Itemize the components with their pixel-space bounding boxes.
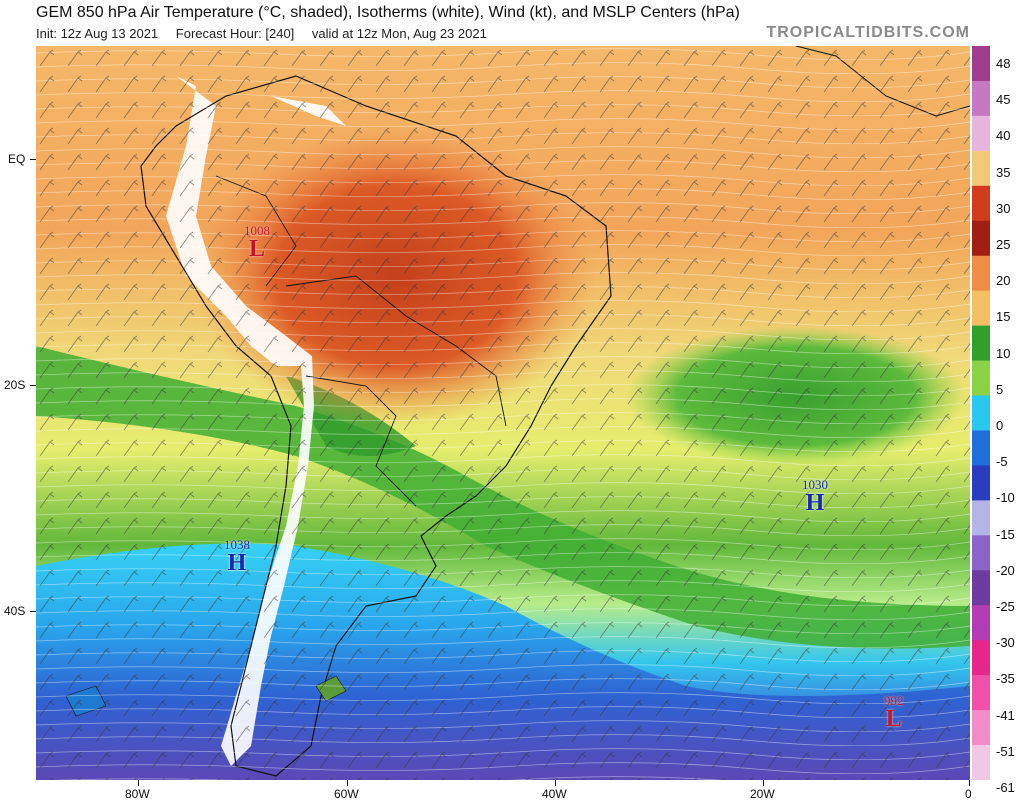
high-symbol: H xyxy=(227,550,247,576)
pressure-value: 1008 xyxy=(244,223,270,238)
colorbar-segment xyxy=(972,570,990,606)
low-pressure-center: 992 L xyxy=(884,694,904,731)
colorbar-segment xyxy=(972,115,990,152)
colorbar-label: -41 xyxy=(996,707,1015,723)
colorbar-segment xyxy=(972,395,990,431)
colorbar-label: -25 xyxy=(996,599,1015,614)
colorbar-label: 48 xyxy=(996,56,1011,71)
colorbar-segment xyxy=(972,185,990,222)
colorbar-label: -5 xyxy=(996,454,1008,470)
colorbar-label: -15 xyxy=(996,526,1015,542)
colorbar-segment xyxy=(972,500,990,536)
colorbar-label: -61 xyxy=(996,780,1015,795)
low-symbol: L xyxy=(248,236,265,262)
lat-tick xyxy=(30,385,36,386)
lon-tick xyxy=(969,780,970,786)
colorbar-label: 35 xyxy=(996,164,1011,180)
init-time: Init: 12z Aug 13 2021 xyxy=(36,26,159,41)
lon-label-60w: 60W xyxy=(334,787,359,801)
lon-label-40w: 40W xyxy=(542,787,567,801)
lon-label-80w: 80W xyxy=(125,787,150,801)
colorbar-segment xyxy=(972,430,990,466)
colorbar-label: 25 xyxy=(996,237,1011,252)
colorbar-segment xyxy=(972,745,990,780)
lon-tick xyxy=(138,780,139,786)
colorbar-segment xyxy=(972,46,990,82)
high-pressure-center: 1038 H xyxy=(224,538,250,575)
colorbar-segment xyxy=(972,360,990,397)
lon-tick xyxy=(347,780,348,786)
lon-tick xyxy=(555,780,556,786)
low-pressure-center: 1008 L xyxy=(244,224,270,261)
colorbar-label: 5 xyxy=(996,381,1004,397)
lon-label-0: 0 xyxy=(965,787,972,801)
pressure-value: 992 xyxy=(884,693,904,708)
lat-tick xyxy=(30,159,36,160)
colorbar-segment xyxy=(972,675,990,711)
lat-label-40s: 40S xyxy=(4,604,26,618)
valid-time: valid at 12z Mon, Aug 23 2021 xyxy=(311,26,487,41)
high-symbol: H xyxy=(805,490,825,516)
colorbar-label: -30 xyxy=(996,635,1015,651)
colorbar-segment xyxy=(972,255,990,292)
pressure-value: 1030 xyxy=(802,477,828,492)
colorbar-label: 15 xyxy=(996,309,1011,325)
colorbar-segment xyxy=(972,465,990,501)
colorbar-label: -35 xyxy=(996,671,1015,687)
colorbar-segment xyxy=(972,220,990,257)
chart-title: GEM 850 hPa Air Temperature (°C, shaded)… xyxy=(36,4,740,21)
high-pressure-center: 1030 H xyxy=(802,478,828,515)
colorbar-segment xyxy=(972,80,990,117)
colorbar-segment xyxy=(972,325,990,362)
colorbar-segment xyxy=(972,710,990,746)
run-info: Init: 12z Aug 13 2021 Forecast Hour: [24… xyxy=(36,26,501,41)
colorbar-label: 30 xyxy=(996,200,1011,216)
lat-label-20s: 20S xyxy=(4,378,26,392)
lon-tick xyxy=(763,780,764,786)
colorbar-label: 45 xyxy=(996,92,1011,108)
brand-watermark: TROPICALTIDBITS.COM xyxy=(766,24,970,41)
colorbar-segment xyxy=(972,640,990,676)
colorbar-label: 40 xyxy=(996,128,1011,144)
colorbar-segment xyxy=(972,605,990,641)
lat-tick xyxy=(30,611,36,612)
colorbar-segment xyxy=(972,290,990,327)
colorbar-label: -20 xyxy=(996,562,1015,578)
colorbar-label: -51 xyxy=(996,743,1015,759)
map-canvas xyxy=(36,46,970,780)
forecast-hour: Forecast Hour: [240] xyxy=(175,26,295,41)
colorbar-segment xyxy=(972,535,990,571)
low-symbol: L xyxy=(885,706,902,732)
lat-label-eq: EQ xyxy=(8,152,26,166)
colorbar-label: 20 xyxy=(996,273,1011,289)
colorbar-label: -10 xyxy=(996,490,1015,506)
colorbar-label: 0 xyxy=(996,418,1004,433)
colorbar-segment xyxy=(972,150,990,187)
temperature-colorbar xyxy=(972,46,990,780)
pressure-value: 1038 xyxy=(224,537,250,552)
lon-label-20w: 20W xyxy=(750,787,775,801)
colorbar-label: 10 xyxy=(996,345,1011,361)
temperature-map[interactable]: 1008 L 1030 H 1038 H 992 L xyxy=(36,46,970,780)
